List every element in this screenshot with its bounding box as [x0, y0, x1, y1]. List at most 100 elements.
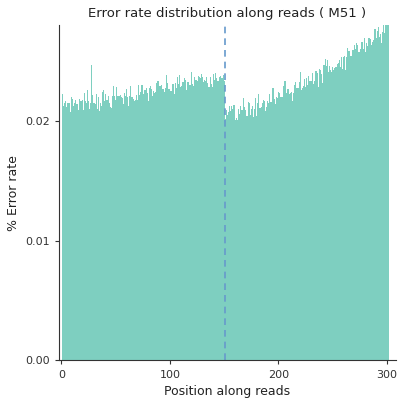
Bar [262, 102, 263, 360]
Bar [224, 81, 225, 360]
Bar [147, 93, 148, 360]
Bar [124, 93, 125, 360]
Bar [207, 83, 209, 360]
Bar [260, 107, 262, 360]
Bar [179, 75, 180, 360]
Bar [373, 40, 375, 360]
Bar [127, 98, 128, 360]
Bar [126, 89, 127, 360]
Bar [350, 56, 351, 360]
Bar [347, 48, 348, 360]
Bar [368, 38, 369, 360]
Bar [302, 88, 303, 360]
Bar [223, 75, 224, 360]
Bar [191, 72, 192, 360]
Bar [269, 94, 270, 360]
Bar [143, 94, 145, 360]
Bar [72, 99, 73, 360]
Bar [300, 72, 301, 360]
Bar [136, 96, 137, 360]
Bar [266, 107, 267, 360]
Bar [119, 96, 121, 360]
Bar [141, 85, 142, 360]
Bar [279, 93, 280, 360]
Bar [237, 120, 238, 360]
Bar [341, 57, 342, 360]
Bar [183, 78, 185, 360]
Bar [242, 111, 243, 360]
Bar [112, 96, 113, 360]
Bar [369, 38, 370, 360]
Bar [142, 85, 143, 360]
Bar [116, 87, 117, 360]
Bar [206, 77, 207, 360]
Bar [125, 96, 126, 360]
Title: Error rate distribution along reads ( M51 ): Error rate distribution along reads ( M5… [88, 7, 367, 20]
Bar [265, 111, 266, 360]
Bar [315, 72, 316, 360]
Bar [290, 93, 291, 360]
Bar [155, 92, 156, 360]
Bar [205, 81, 206, 360]
Bar [176, 88, 177, 360]
Bar [362, 49, 364, 360]
Bar [89, 109, 90, 360]
Bar [377, 30, 378, 360]
Bar [171, 91, 172, 360]
Bar [158, 81, 159, 360]
Bar [100, 103, 101, 360]
Bar [328, 72, 329, 360]
Bar [294, 85, 295, 360]
Bar [228, 112, 229, 360]
Bar [73, 106, 74, 360]
Bar [264, 100, 265, 360]
Bar [287, 89, 288, 360]
Bar [274, 99, 275, 360]
Bar [297, 88, 298, 360]
Bar [366, 43, 367, 360]
Bar [76, 104, 77, 360]
Bar [91, 65, 92, 360]
Bar [159, 86, 160, 360]
Bar [357, 45, 358, 360]
Bar [233, 105, 234, 360]
Bar [132, 99, 134, 360]
Bar [329, 66, 330, 360]
Bar [160, 86, 161, 360]
Bar [74, 103, 75, 360]
Bar [318, 87, 319, 360]
Bar [81, 100, 83, 360]
Bar [107, 100, 108, 360]
Bar [111, 108, 112, 360]
Bar [97, 109, 98, 360]
Bar [254, 109, 255, 360]
Bar [268, 103, 269, 360]
Bar [338, 63, 339, 360]
Bar [322, 83, 324, 360]
Bar [105, 94, 107, 360]
Bar [340, 67, 341, 360]
Bar [66, 107, 67, 360]
Bar [187, 82, 188, 360]
Bar [226, 111, 227, 360]
Bar [94, 104, 96, 360]
Bar [379, 37, 380, 360]
Bar [104, 101, 105, 360]
Bar [306, 78, 307, 360]
Bar [305, 87, 306, 360]
Bar [316, 70, 317, 360]
Bar [154, 94, 155, 360]
Bar [202, 77, 203, 360]
Bar [173, 84, 174, 360]
Bar [150, 86, 151, 360]
Bar [307, 85, 308, 360]
Bar [359, 52, 360, 360]
Bar [181, 86, 182, 360]
Bar [148, 101, 149, 360]
Bar [220, 76, 222, 360]
Bar [241, 110, 242, 360]
Bar [213, 74, 214, 360]
Bar [240, 107, 241, 360]
Bar [292, 100, 293, 360]
Bar [86, 104, 87, 360]
